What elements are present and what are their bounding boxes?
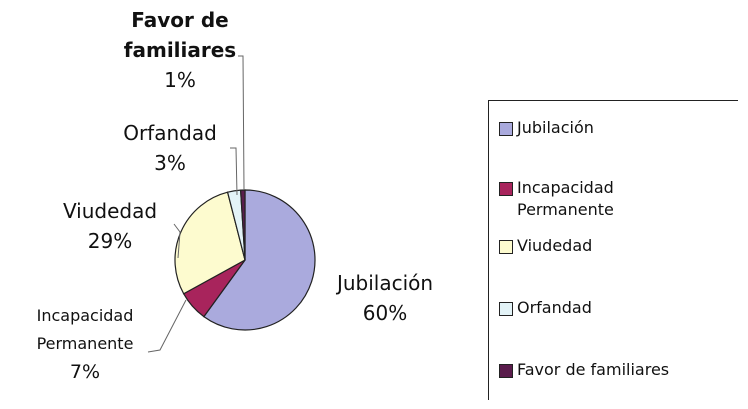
value-label: 60% xyxy=(362,301,408,325)
legend-item: Viudedad xyxy=(499,235,592,257)
value-label: 29% xyxy=(87,229,133,253)
leader-line xyxy=(147,299,187,353)
legend-swatch xyxy=(499,364,513,378)
legend-swatch xyxy=(499,122,513,136)
value-label: 1% xyxy=(164,68,196,92)
category-label: Jubilación xyxy=(336,271,434,295)
value-label: 7% xyxy=(69,361,101,383)
legend-label: Viudedad xyxy=(517,236,593,255)
category-label: Incapacidad Permanente xyxy=(36,306,134,353)
legend-swatch xyxy=(499,240,513,254)
category-label: Viudedad xyxy=(62,199,158,223)
slice-label: Incapacidad Permanente 7% xyxy=(15,302,155,386)
category-label: Favor de familiares xyxy=(123,8,237,62)
pie-slice xyxy=(239,189,246,261)
legend-swatch xyxy=(499,302,513,316)
legend-label: Orfandad xyxy=(517,298,592,317)
category-label: Orfandad xyxy=(123,121,217,145)
leader-line xyxy=(230,147,238,196)
legend-item: Incapacidad Permanente xyxy=(499,177,649,221)
legend-label: Favor de familiares xyxy=(517,360,670,379)
value-label: 3% xyxy=(154,151,186,175)
slice-label: Viudedad 29% xyxy=(30,196,190,256)
pie-slice xyxy=(203,189,316,331)
slice-label: Orfandad 3% xyxy=(100,118,240,178)
slice-label: Jubilación 60% xyxy=(310,268,460,328)
legend-item: Orfandad xyxy=(499,297,592,319)
legend-label: Incapacidad Permanente xyxy=(517,178,614,219)
legend-label: Jubilación xyxy=(517,118,594,137)
legend: Jubilación Incapacidad Permanente Viudedad… xyxy=(488,100,738,400)
legend-item: Jubilación xyxy=(499,117,594,139)
slice-label: Favor de familiares 1% xyxy=(115,5,245,95)
legend-item: Favor de familiares xyxy=(499,359,669,381)
leader-line xyxy=(173,223,181,259)
leader-line xyxy=(238,55,245,191)
legend-swatch xyxy=(499,182,513,196)
pie-slice xyxy=(174,191,246,295)
